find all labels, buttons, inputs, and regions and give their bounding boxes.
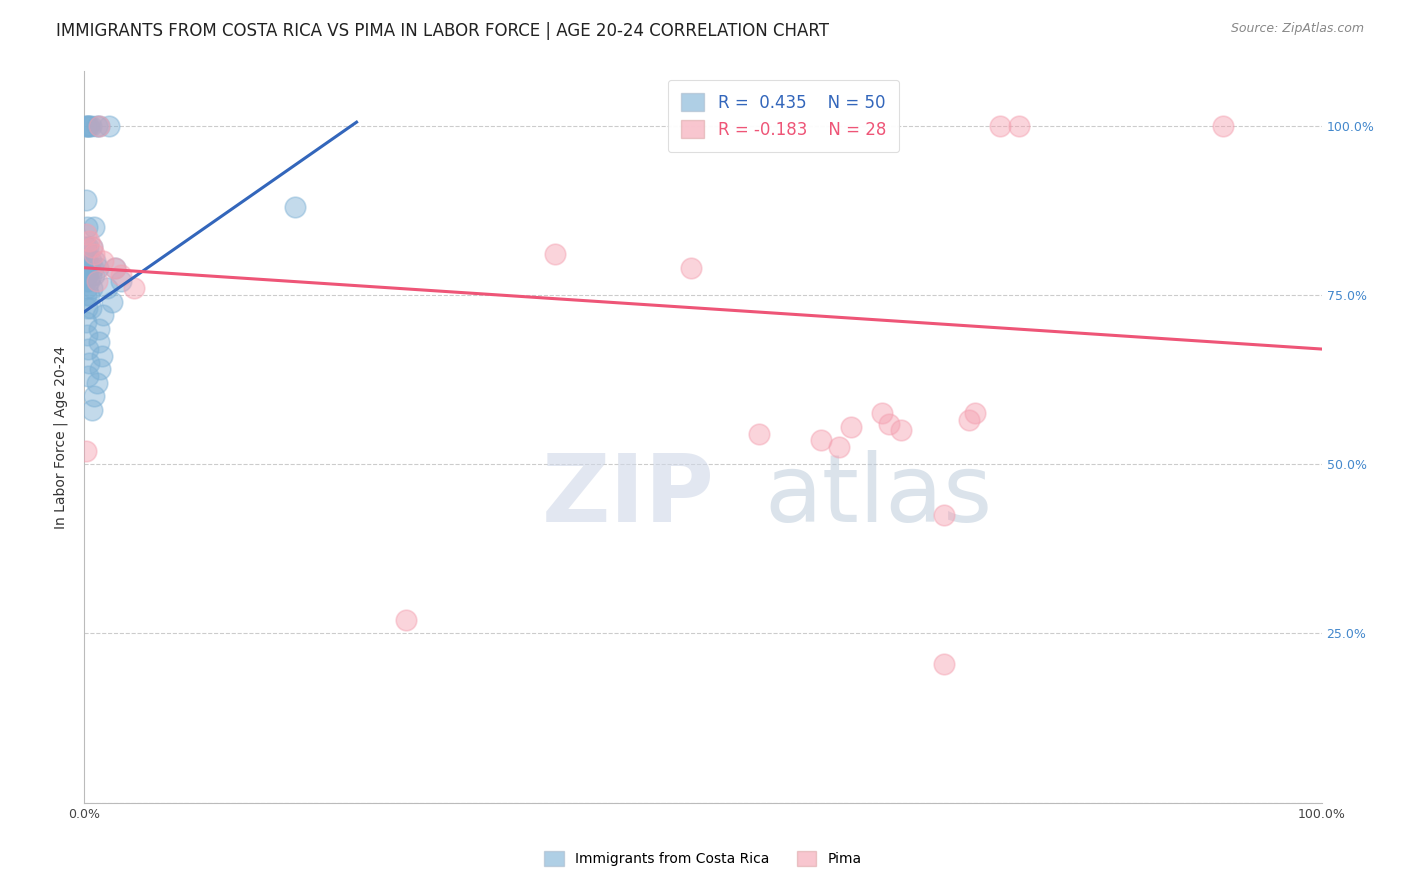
Point [76,254,98,268]
Point [77,240,100,254]
Point [75,119,97,133]
Point [80,240,103,254]
Point [84,254,107,268]
Point [91,254,114,268]
Point [284,200,307,214]
Point [75,288,97,302]
Point [841,420,863,434]
Point [80,281,103,295]
Point [76,281,98,295]
Point [110,268,132,282]
Point [543,247,565,261]
Point [89,322,111,336]
Point [79,254,101,268]
Text: atlas: atlas [765,450,993,541]
Legend: R =  0.435    N = 50, R = -0.183    N = 28: R = 0.435 N = 50, R = -0.183 N = 28 [668,79,900,152]
Point [77,119,100,133]
Point [90,349,112,363]
Point [748,426,770,441]
Point [86,119,108,133]
Point [988,119,1011,133]
Point [76,268,98,282]
Point [104,260,127,275]
Point [75,227,97,241]
Point [122,281,145,295]
Point [110,274,132,288]
Point [75,443,97,458]
Point [79,301,101,316]
Point [395,613,418,627]
Point [79,268,101,282]
Point [877,417,900,431]
Point [104,260,127,275]
Point [75,315,97,329]
Point [82,260,104,275]
Point [75,274,97,288]
Point [75,240,97,254]
Point [75,260,97,275]
Point [87,260,110,275]
Point [965,406,987,420]
Point [83,268,105,282]
Point [80,240,103,254]
Point [79,119,101,133]
Point [76,119,98,133]
Point [83,247,105,261]
Point [76,220,98,235]
Point [79,288,101,302]
Text: IMMIGRANTS FROM COSTA RICA VS PIMA IN LABOR FORCE | AGE 20-24 CORRELATION CHART: IMMIGRANTS FROM COSTA RICA VS PIMA IN LA… [56,22,830,40]
Point [89,119,111,133]
Point [679,260,702,275]
Legend: Immigrants from Costa Rica, Pima: Immigrants from Costa Rica, Pima [538,846,868,871]
Point [957,413,980,427]
Point [79,355,101,369]
Point [100,294,122,309]
Point [934,508,956,522]
Point [79,260,101,275]
Point [89,119,111,133]
Point [79,274,101,288]
Point [96,281,118,295]
Point [83,389,105,403]
Point [98,119,121,133]
Point [75,193,97,207]
Point [890,423,912,437]
Point [86,274,108,288]
Point [77,342,100,356]
Point [86,376,108,390]
Point [828,440,851,454]
Point [80,403,103,417]
Point [872,406,894,420]
Point [1212,119,1234,133]
Y-axis label: In Labor Force | Age 20-24: In Labor Force | Age 20-24 [53,345,69,529]
Point [89,362,111,376]
Point [79,119,101,133]
Text: ZIP: ZIP [543,450,716,541]
Point [1007,119,1029,133]
Point [76,301,98,316]
Point [810,434,832,448]
Point [76,328,98,343]
Point [79,234,101,248]
Point [89,335,111,350]
Point [91,308,114,322]
Point [83,220,105,235]
Text: Source: ZipAtlas.com: Source: ZipAtlas.com [1230,22,1364,36]
Point [934,657,956,671]
Point [77,369,100,384]
